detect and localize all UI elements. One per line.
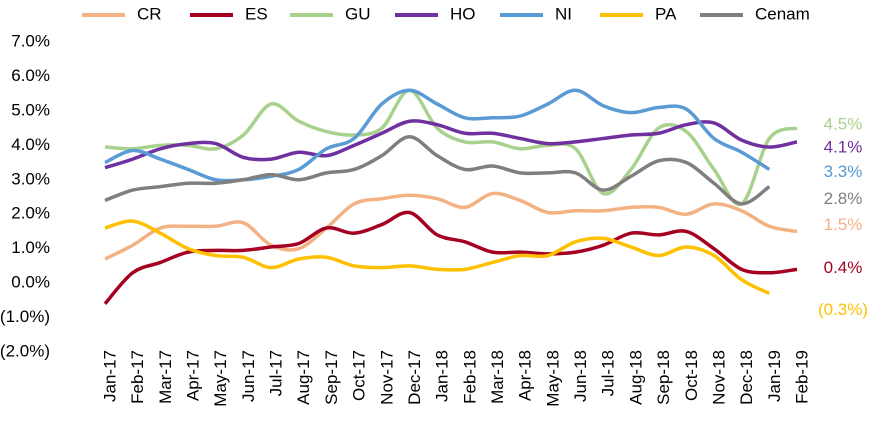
y-tick-label: 5.0% <box>11 100 50 119</box>
series-line <box>104 219 771 296</box>
legend-label: ES <box>245 4 268 23</box>
series-line <box>104 88 798 207</box>
data-label: 4.1% <box>824 137 863 156</box>
y-tick-label: 7.0% <box>11 31 50 50</box>
data-label: (0.3%) <box>818 300 868 319</box>
x-tick-label: Oct-17 <box>350 350 369 401</box>
x-tick-label: Feb-19 <box>792 350 811 404</box>
x-tick-label: Sep-17 <box>322 350 341 405</box>
x-tick-label: Jun-18 <box>571 350 590 402</box>
x-tick-label: Nov-17 <box>377 350 396 405</box>
series-line <box>103 210 798 305</box>
legend-label: HO <box>450 4 476 23</box>
x-tick-label: Aug-17 <box>294 350 313 405</box>
x-tick-label: Jan-18 <box>433 350 452 402</box>
legend-label: CR <box>137 4 162 23</box>
x-tick-label: Aug-18 <box>626 350 645 405</box>
data-label: 4.5% <box>824 115 863 134</box>
series-line <box>104 134 771 206</box>
data-label: 0.4% <box>824 258 863 277</box>
data-label: 3.3% <box>824 162 863 181</box>
legend-label: PA <box>655 4 677 23</box>
x-tick-label: Dec-17 <box>405 350 424 405</box>
series-line <box>104 191 798 261</box>
y-tick-label: 6.0% <box>11 66 50 85</box>
x-tick-label: Jan-17 <box>100 350 119 402</box>
x-tick-label: Oct-18 <box>682 350 701 401</box>
x-tick-label: Dec-18 <box>737 350 756 405</box>
y-tick-label: 0.0% <box>11 273 50 292</box>
x-tick-label: Jan-19 <box>765 350 784 402</box>
x-tick-label: Jul-18 <box>599 350 618 396</box>
legend-label: Cenam <box>755 4 810 23</box>
data-label: 1.5% <box>824 215 863 234</box>
y-tick-label: (1.0%) <box>0 307 50 326</box>
x-tick-label: Sep-18 <box>654 350 673 405</box>
x-tick-label: May-17 <box>211 350 230 407</box>
data-label: 2.8% <box>824 189 863 208</box>
x-tick-label: Mar-17 <box>156 350 175 404</box>
x-tick-label: Apr-17 <box>184 350 203 401</box>
x-tick-label: May-18 <box>543 350 562 407</box>
y-tick-label: (2.0%) <box>0 341 50 360</box>
series-line <box>104 88 771 183</box>
x-tick-label: Jul-17 <box>267 350 286 396</box>
legend-label: NI <box>555 4 572 23</box>
x-tick-label: Feb-17 <box>128 350 147 404</box>
y-tick-label: 2.0% <box>11 204 50 223</box>
x-tick-label: Mar-18 <box>488 350 507 404</box>
legend-label: GU <box>345 4 371 23</box>
x-tick-label: Nov-18 <box>709 350 728 405</box>
series-line <box>104 119 798 170</box>
x-tick-label: Feb-18 <box>460 350 479 404</box>
y-tick-label: 4.0% <box>11 135 50 154</box>
x-tick-label: Jun-17 <box>239 350 258 402</box>
x-tick-label: Apr-18 <box>516 350 535 401</box>
y-tick-label: 3.0% <box>11 169 50 188</box>
y-tick-label: 1.0% <box>11 238 50 257</box>
